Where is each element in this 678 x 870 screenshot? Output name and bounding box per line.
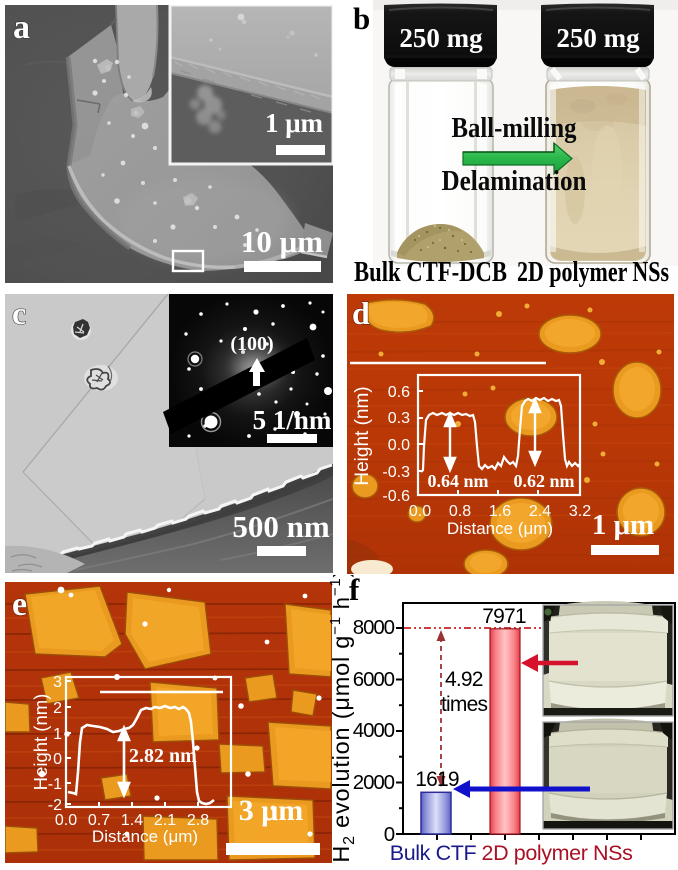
svg-text:f: f — [349, 575, 360, 607]
svg-text:0.62 nm: 0.62 nm — [513, 471, 574, 491]
svg-text:2.8: 2.8 — [187, 812, 209, 829]
svg-text:1.6: 1.6 — [489, 503, 511, 520]
svg-text:3: 3 — [53, 674, 62, 691]
svg-text:4.92: 4.92 — [445, 668, 483, 691]
svg-text:8000: 8000 — [353, 616, 395, 639]
svg-text:c: c — [12, 295, 26, 331]
svg-text:1619: 1619 — [415, 768, 459, 791]
svg-text:0: 0 — [384, 823, 395, 846]
svg-text:Height (nm): Height (nm) — [352, 386, 373, 485]
svg-text:250 mg: 250 mg — [399, 23, 483, 53]
svg-text:0.0: 0.0 — [55, 812, 77, 829]
svg-text:Height (nm): Height (nm) — [30, 694, 51, 791]
svg-text:-1: -1 — [48, 776, 62, 793]
svg-text:2D polymer NSs: 2D polymer NSs — [517, 257, 669, 288]
svg-text:0.8: 0.8 — [449, 503, 471, 520]
svg-text:-0.3: -0.3 — [382, 464, 410, 481]
svg-text:6000: 6000 — [353, 668, 395, 691]
svg-text:2.1: 2.1 — [154, 812, 176, 829]
svg-text:0: 0 — [53, 751, 62, 768]
svg-text:500 nm: 500 nm — [232, 509, 329, 544]
svg-text:-2: -2 — [48, 797, 62, 814]
svg-text:a: a — [13, 9, 30, 46]
svg-text:0.0: 0.0 — [409, 503, 431, 520]
svg-text:4000: 4000 — [353, 719, 395, 742]
svg-text:2.82 nm: 2.82 nm — [129, 745, 197, 767]
svg-text:-0.6: -0.6 — [382, 488, 410, 505]
svg-text:1.4: 1.4 — [121, 812, 143, 829]
svg-text:10 μm: 10 μm — [241, 224, 323, 259]
svg-text:250 mg: 250 mg — [556, 23, 640, 53]
svg-text:1: 1 — [53, 726, 62, 743]
svg-text:(100): (100) — [230, 333, 273, 355]
svg-text:2: 2 — [53, 700, 62, 717]
svg-text:Bulk CTF-DCB: Bulk CTF-DCB — [354, 257, 507, 288]
svg-text:0.64 nm: 0.64 nm — [427, 471, 488, 491]
svg-text:2.4: 2.4 — [529, 503, 551, 520]
svg-text:2D polymer NSs: 2D polymer NSs — [482, 841, 633, 865]
svg-text:0.3: 0.3 — [388, 410, 410, 427]
svg-text:Delamination: Delamination — [442, 166, 587, 197]
svg-text:0.6: 0.6 — [388, 384, 410, 401]
svg-text:b: b — [353, 1, 370, 36]
svg-text:0.7: 0.7 — [88, 812, 110, 829]
svg-text:1 μm: 1 μm — [265, 108, 324, 138]
svg-text:3.2: 3.2 — [569, 503, 591, 520]
svg-text:Distance (μm): Distance (μm) — [447, 519, 553, 538]
svg-text:Bulk CTF: Bulk CTF — [390, 841, 477, 865]
svg-text:d: d — [352, 295, 370, 331]
svg-text:0.0: 0.0 — [388, 437, 410, 454]
svg-text:Distance (μm): Distance (μm) — [92, 827, 198, 846]
svg-text:3 μm: 3 μm — [239, 794, 304, 827]
svg-text:7971: 7971 — [482, 605, 526, 628]
svg-text:e: e — [12, 586, 27, 623]
svg-text:Ball-milling: Ball-milling — [452, 113, 577, 144]
svg-text:1 μm: 1 μm — [592, 509, 654, 541]
svg-text:5 1/nm: 5 1/nm — [253, 405, 332, 435]
svg-text:2000: 2000 — [353, 771, 395, 794]
svg-text:times: times — [441, 693, 487, 716]
